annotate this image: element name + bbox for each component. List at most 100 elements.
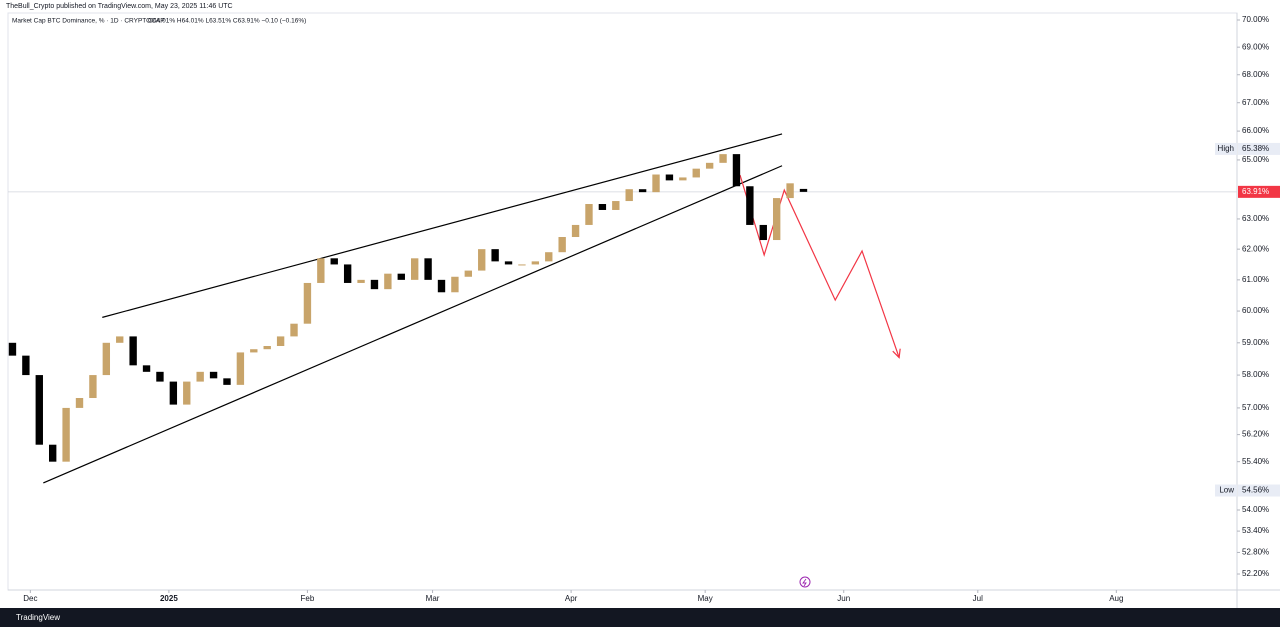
candle-body	[397, 273, 405, 280]
candle-body	[464, 270, 473, 277]
candle-body	[451, 276, 459, 293]
candle-body	[357, 279, 365, 283]
candle-body	[75, 398, 84, 408]
candle-body	[732, 154, 741, 187]
candle-body	[478, 249, 486, 271]
arrow-head	[892, 348, 901, 359]
candle-body	[343, 264, 352, 283]
y-tick-label: 52.20%	[1242, 569, 1269, 578]
candle-body	[652, 174, 660, 193]
candle-body	[491, 249, 499, 262]
candle-body	[129, 336, 137, 366]
candle-body	[183, 381, 191, 405]
low-name: Low	[1219, 486, 1234, 495]
y-tick-label: 62.00%	[1242, 244, 1269, 253]
event-icon[interactable]	[799, 576, 811, 588]
ohlc-legend: O64.01% H64.01% L63.51% C63.91% −0.10 (−…	[148, 18, 306, 25]
y-tick-label: 59.00%	[1242, 338, 1269, 347]
candle-body	[276, 336, 285, 347]
candle-body	[223, 378, 231, 385]
candle-body	[116, 336, 124, 343]
candle-body	[531, 261, 540, 265]
candle-body	[598, 204, 607, 210]
candle-body	[142, 365, 151, 372]
candle-body	[437, 279, 446, 293]
candle-body	[317, 258, 325, 283]
candle-body	[290, 323, 298, 337]
x-tick-label: May	[698, 594, 713, 603]
y-tick-label: 52.80%	[1242, 548, 1269, 557]
last-price-value: 63.91%	[1242, 187, 1269, 196]
candle-body	[504, 261, 513, 265]
x-tick-label: Mar	[426, 594, 440, 603]
y-tick-label: 60.00%	[1242, 306, 1269, 315]
low-box	[1238, 484, 1280, 497]
candle-body	[679, 177, 687, 181]
candle-body	[196, 371, 204, 382]
candle-body	[705, 162, 714, 169]
candle-body	[719, 154, 727, 163]
high-name: High	[1218, 144, 1234, 153]
candle-body	[263, 346, 271, 350]
candle-body	[518, 264, 526, 266]
candle-body	[89, 375, 97, 399]
y-tick-label: 57.00%	[1242, 403, 1269, 412]
trend-drawing	[43, 165, 783, 484]
candle-body	[665, 174, 674, 181]
candle-body	[759, 224, 767, 241]
candle-body	[330, 258, 338, 265]
x-tick-label: 2025	[160, 594, 178, 603]
y-tick-label: 65.00%	[1242, 155, 1269, 164]
candle-body	[250, 349, 258, 353]
x-tick-label: Jun	[837, 594, 850, 603]
candle-body	[786, 183, 794, 199]
candle-body	[625, 189, 633, 202]
y-tick-label: 68.00%	[1242, 70, 1269, 79]
candle-body	[571, 224, 580, 238]
x-tick-label: Apr	[565, 594, 578, 603]
candle-body	[772, 198, 781, 241]
y-tick-label: 53.40%	[1242, 526, 1269, 535]
x-tick-label: Jul	[973, 594, 983, 603]
y-tick-label: 56.20%	[1242, 430, 1269, 439]
candle-body	[236, 352, 245, 385]
candle-body	[8, 342, 17, 356]
candle-body	[612, 201, 620, 210]
y-tick-label: 69.00%	[1242, 42, 1269, 51]
candle-body	[370, 279, 379, 290]
x-tick-label: Feb	[301, 594, 315, 603]
high-box	[1238, 142, 1280, 155]
series-title: Market Cap BTC Dominance, % · 1D · CRYPT…	[12, 18, 165, 25]
candle-body	[799, 188, 808, 192]
candle-body	[545, 252, 553, 262]
candle-body	[411, 258, 419, 280]
candle-body	[169, 381, 178, 405]
y-tick-label: 61.00%	[1242, 275, 1269, 284]
y-tick-label: 58.00%	[1242, 370, 1269, 379]
y-tick-label: 66.00%	[1242, 126, 1269, 135]
event-icon-bolt	[802, 578, 807, 587]
x-tick-label: Dec	[23, 594, 37, 603]
high-value: 65.38%	[1242, 144, 1269, 153]
candle-body	[746, 186, 754, 225]
candle-body	[585, 204, 593, 225]
candle-body	[209, 371, 218, 379]
low-name-box	[1215, 484, 1237, 497]
candle-body	[303, 282, 312, 324]
high-name-box	[1215, 142, 1237, 155]
trend-drawing	[739, 174, 900, 358]
candle-body	[62, 407, 70, 462]
candle-body	[22, 355, 30, 376]
candle-body	[156, 371, 164, 382]
footer-brand: TradingView	[16, 613, 60, 622]
y-tick-label: 63.00%	[1242, 214, 1269, 223]
footer-bar	[0, 608, 1280, 627]
candle-body	[35, 375, 43, 445]
last-price-box	[1238, 185, 1280, 198]
candle-body	[49, 444, 57, 462]
trend-drawing	[102, 133, 783, 318]
candle-body	[384, 273, 392, 290]
y-tick-label: 55.40%	[1242, 457, 1269, 466]
